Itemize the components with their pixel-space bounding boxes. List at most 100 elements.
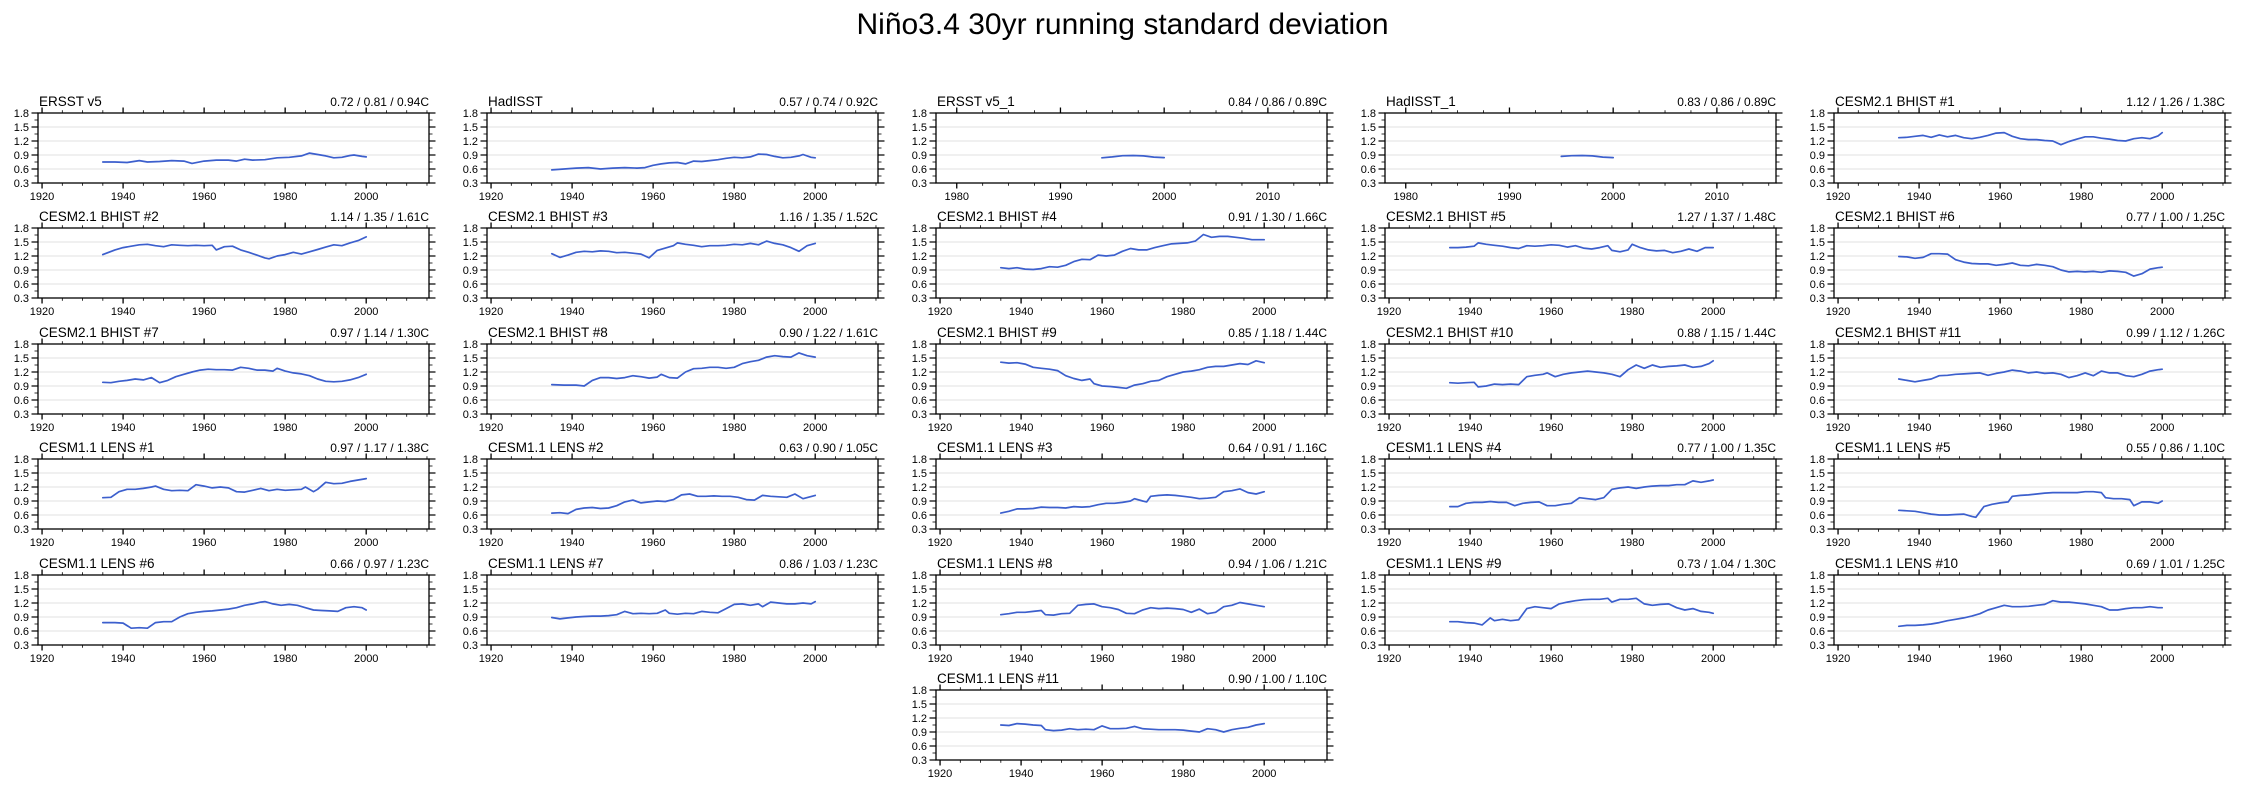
x-tick-label: 1940 bbox=[560, 422, 584, 434]
x-tick-label: 1960 bbox=[1090, 306, 1114, 318]
y-tick-label: 0.6 bbox=[463, 164, 478, 176]
x-tick-label: 1940 bbox=[560, 306, 584, 318]
x-tick-label: 2000 bbox=[1701, 537, 1725, 549]
series-line bbox=[1897, 131, 2164, 146]
y-tick-label: 1.5 bbox=[1361, 237, 1376, 249]
y-tick-label: 1.8 bbox=[463, 108, 478, 120]
x-tick-label: 1940 bbox=[111, 191, 135, 203]
x-tick-label: 1940 bbox=[1009, 653, 1033, 665]
x-tick-label: 2000 bbox=[1601, 191, 1625, 203]
y-tick-label: 1.2 bbox=[14, 251, 29, 263]
x-tick-label: 1920 bbox=[1826, 422, 1850, 434]
plot-box bbox=[935, 458, 1328, 530]
x-tick-label: 1940 bbox=[1907, 422, 1931, 434]
x-tick-label: 2010 bbox=[1256, 191, 1280, 203]
panel-ersst-v5: 1.8 1.5 1.2 0.9 0.6 0.3 1920 1940 1960 1980 2000 ER… bbox=[0, 91, 449, 209]
panel-stats: 0.90 / 1.00 / 1.10C bbox=[1228, 672, 1327, 686]
y-tick-label: 1.2 bbox=[463, 482, 478, 494]
y-tick-label: 1.2 bbox=[1810, 136, 1825, 148]
y-tick-label: 0.6 bbox=[463, 279, 478, 291]
x-tick-label: 1940 bbox=[1458, 422, 1482, 434]
y-tick-label: 1.8 bbox=[14, 570, 29, 582]
y-tick-label: 1.5 bbox=[912, 468, 927, 480]
plot-box bbox=[37, 574, 430, 646]
y-tick-label: 0.3 bbox=[1361, 524, 1376, 536]
y-tick-label: 1.5 bbox=[463, 584, 478, 596]
plot-box bbox=[1384, 458, 1777, 530]
x-tick-label: 1980 bbox=[273, 537, 297, 549]
y-tick-label: 1.8 bbox=[912, 108, 927, 120]
x-tick-label: 1980 bbox=[1620, 653, 1644, 665]
y-tick-label: 0.6 bbox=[14, 279, 29, 291]
panel-cesm21-bhist-11: 1.8 1.5 1.2 0.9 0.6 0.3 1920 1940 1960 1980 2000 CE… bbox=[1796, 322, 2245, 440]
x-tick-label: 1980 bbox=[945, 191, 969, 203]
y-tick-label: 1.5 bbox=[1810, 122, 1825, 134]
figure-title: Niño3.4 30yr running standard deviation bbox=[856, 8, 1389, 41]
panel-stats: 0.69 / 1.01 / 1.25C bbox=[2126, 557, 2225, 571]
x-tick-label: 1920 bbox=[479, 422, 503, 434]
x-tick-label: 1960 bbox=[1090, 422, 1114, 434]
x-tick-label: 1920 bbox=[1826, 537, 1850, 549]
y-tick-label: 1.5 bbox=[1810, 584, 1825, 596]
y-tick-label: 0.9 bbox=[1810, 381, 1825, 393]
x-tick-label: 1980 bbox=[273, 306, 297, 318]
x-tick-label: 1980 bbox=[2069, 422, 2093, 434]
x-tick-label: 2000 bbox=[1252, 306, 1276, 318]
x-tick-label: 1920 bbox=[30, 537, 54, 549]
y-tick-label: 1.8 bbox=[912, 339, 927, 351]
x-tick-label: 1920 bbox=[30, 653, 54, 665]
x-tick-label: 1960 bbox=[1539, 653, 1563, 665]
panel-title: ERSST v5 bbox=[39, 94, 102, 109]
y-tick-label: 0.6 bbox=[14, 626, 29, 638]
x-tick-label: 1940 bbox=[1458, 653, 1482, 665]
y-tick-label: 1.8 bbox=[1361, 223, 1376, 235]
y-tick-label: 0.3 bbox=[14, 293, 29, 305]
x-tick-label: 1980 bbox=[722, 306, 746, 318]
y-tick-label: 0.9 bbox=[912, 150, 927, 162]
y-tick-label: 0.9 bbox=[14, 265, 29, 277]
y-tick-label: 0.3 bbox=[14, 524, 29, 536]
x-tick-label: 1960 bbox=[1090, 653, 1114, 665]
x-tick-label: 1920 bbox=[479, 653, 503, 665]
plot-box bbox=[935, 112, 1328, 184]
y-tick-label: 0.9 bbox=[14, 150, 29, 162]
panel-title: CESM2.1 BHIST #11 bbox=[1835, 325, 1961, 340]
y-tick-label: 0.3 bbox=[912, 293, 927, 305]
series-line bbox=[1897, 490, 2164, 519]
panel-title: CESM1.1 LENS #3 bbox=[937, 440, 1053, 455]
x-tick-label: 2000 bbox=[354, 422, 378, 434]
x-tick-label: 2000 bbox=[803, 191, 827, 203]
y-tick-label: 1.8 bbox=[1361, 454, 1376, 466]
x-tick-label: 1920 bbox=[30, 306, 54, 318]
y-tick-label: 0.3 bbox=[912, 755, 927, 767]
x-tick-label: 1920 bbox=[1826, 306, 1850, 318]
y-tick-label: 0.3 bbox=[912, 178, 927, 190]
y-tick-label: 0.3 bbox=[463, 640, 478, 652]
panel-stats: 1.16 / 1.35 / 1.52C bbox=[779, 210, 878, 224]
y-tick-label: 1.8 bbox=[912, 223, 927, 235]
y-tick-label: 1.2 bbox=[912, 367, 927, 379]
x-tick-label: 2000 bbox=[2150, 191, 2174, 203]
x-tick-label: 1980 bbox=[1171, 537, 1195, 549]
y-tick-label: 1.8 bbox=[14, 223, 29, 235]
y-tick-label: 0.6 bbox=[463, 510, 478, 522]
panel-cesm21-bhist-1: 1.8 1.5 1.2 0.9 0.6 0.3 1920 1940 1960 1980 2000 CE… bbox=[1796, 91, 2245, 209]
x-tick-label: 1940 bbox=[111, 653, 135, 665]
series-line bbox=[101, 600, 368, 630]
x-tick-label: 1960 bbox=[1988, 422, 2012, 434]
y-tick-label: 0.3 bbox=[1810, 524, 1825, 536]
panel-stats: 0.64 / 0.91 / 1.16C bbox=[1228, 441, 1327, 455]
panel-stats: 0.88 / 1.15 / 1.44C bbox=[1677, 326, 1776, 340]
y-tick-label: 1.5 bbox=[463, 468, 478, 480]
panel-cesm11-lens-7: 1.8 1.5 1.2 0.9 0.6 0.3 1920 1940 1960 1980 2000 CE… bbox=[449, 553, 898, 671]
y-tick-label: 1.2 bbox=[14, 482, 29, 494]
x-tick-label: 1960 bbox=[1539, 537, 1563, 549]
panel-hadisst: 1.8 1.5 1.2 0.9 0.6 0.3 1920 1940 1960 1980 2000 Ha… bbox=[449, 91, 898, 209]
